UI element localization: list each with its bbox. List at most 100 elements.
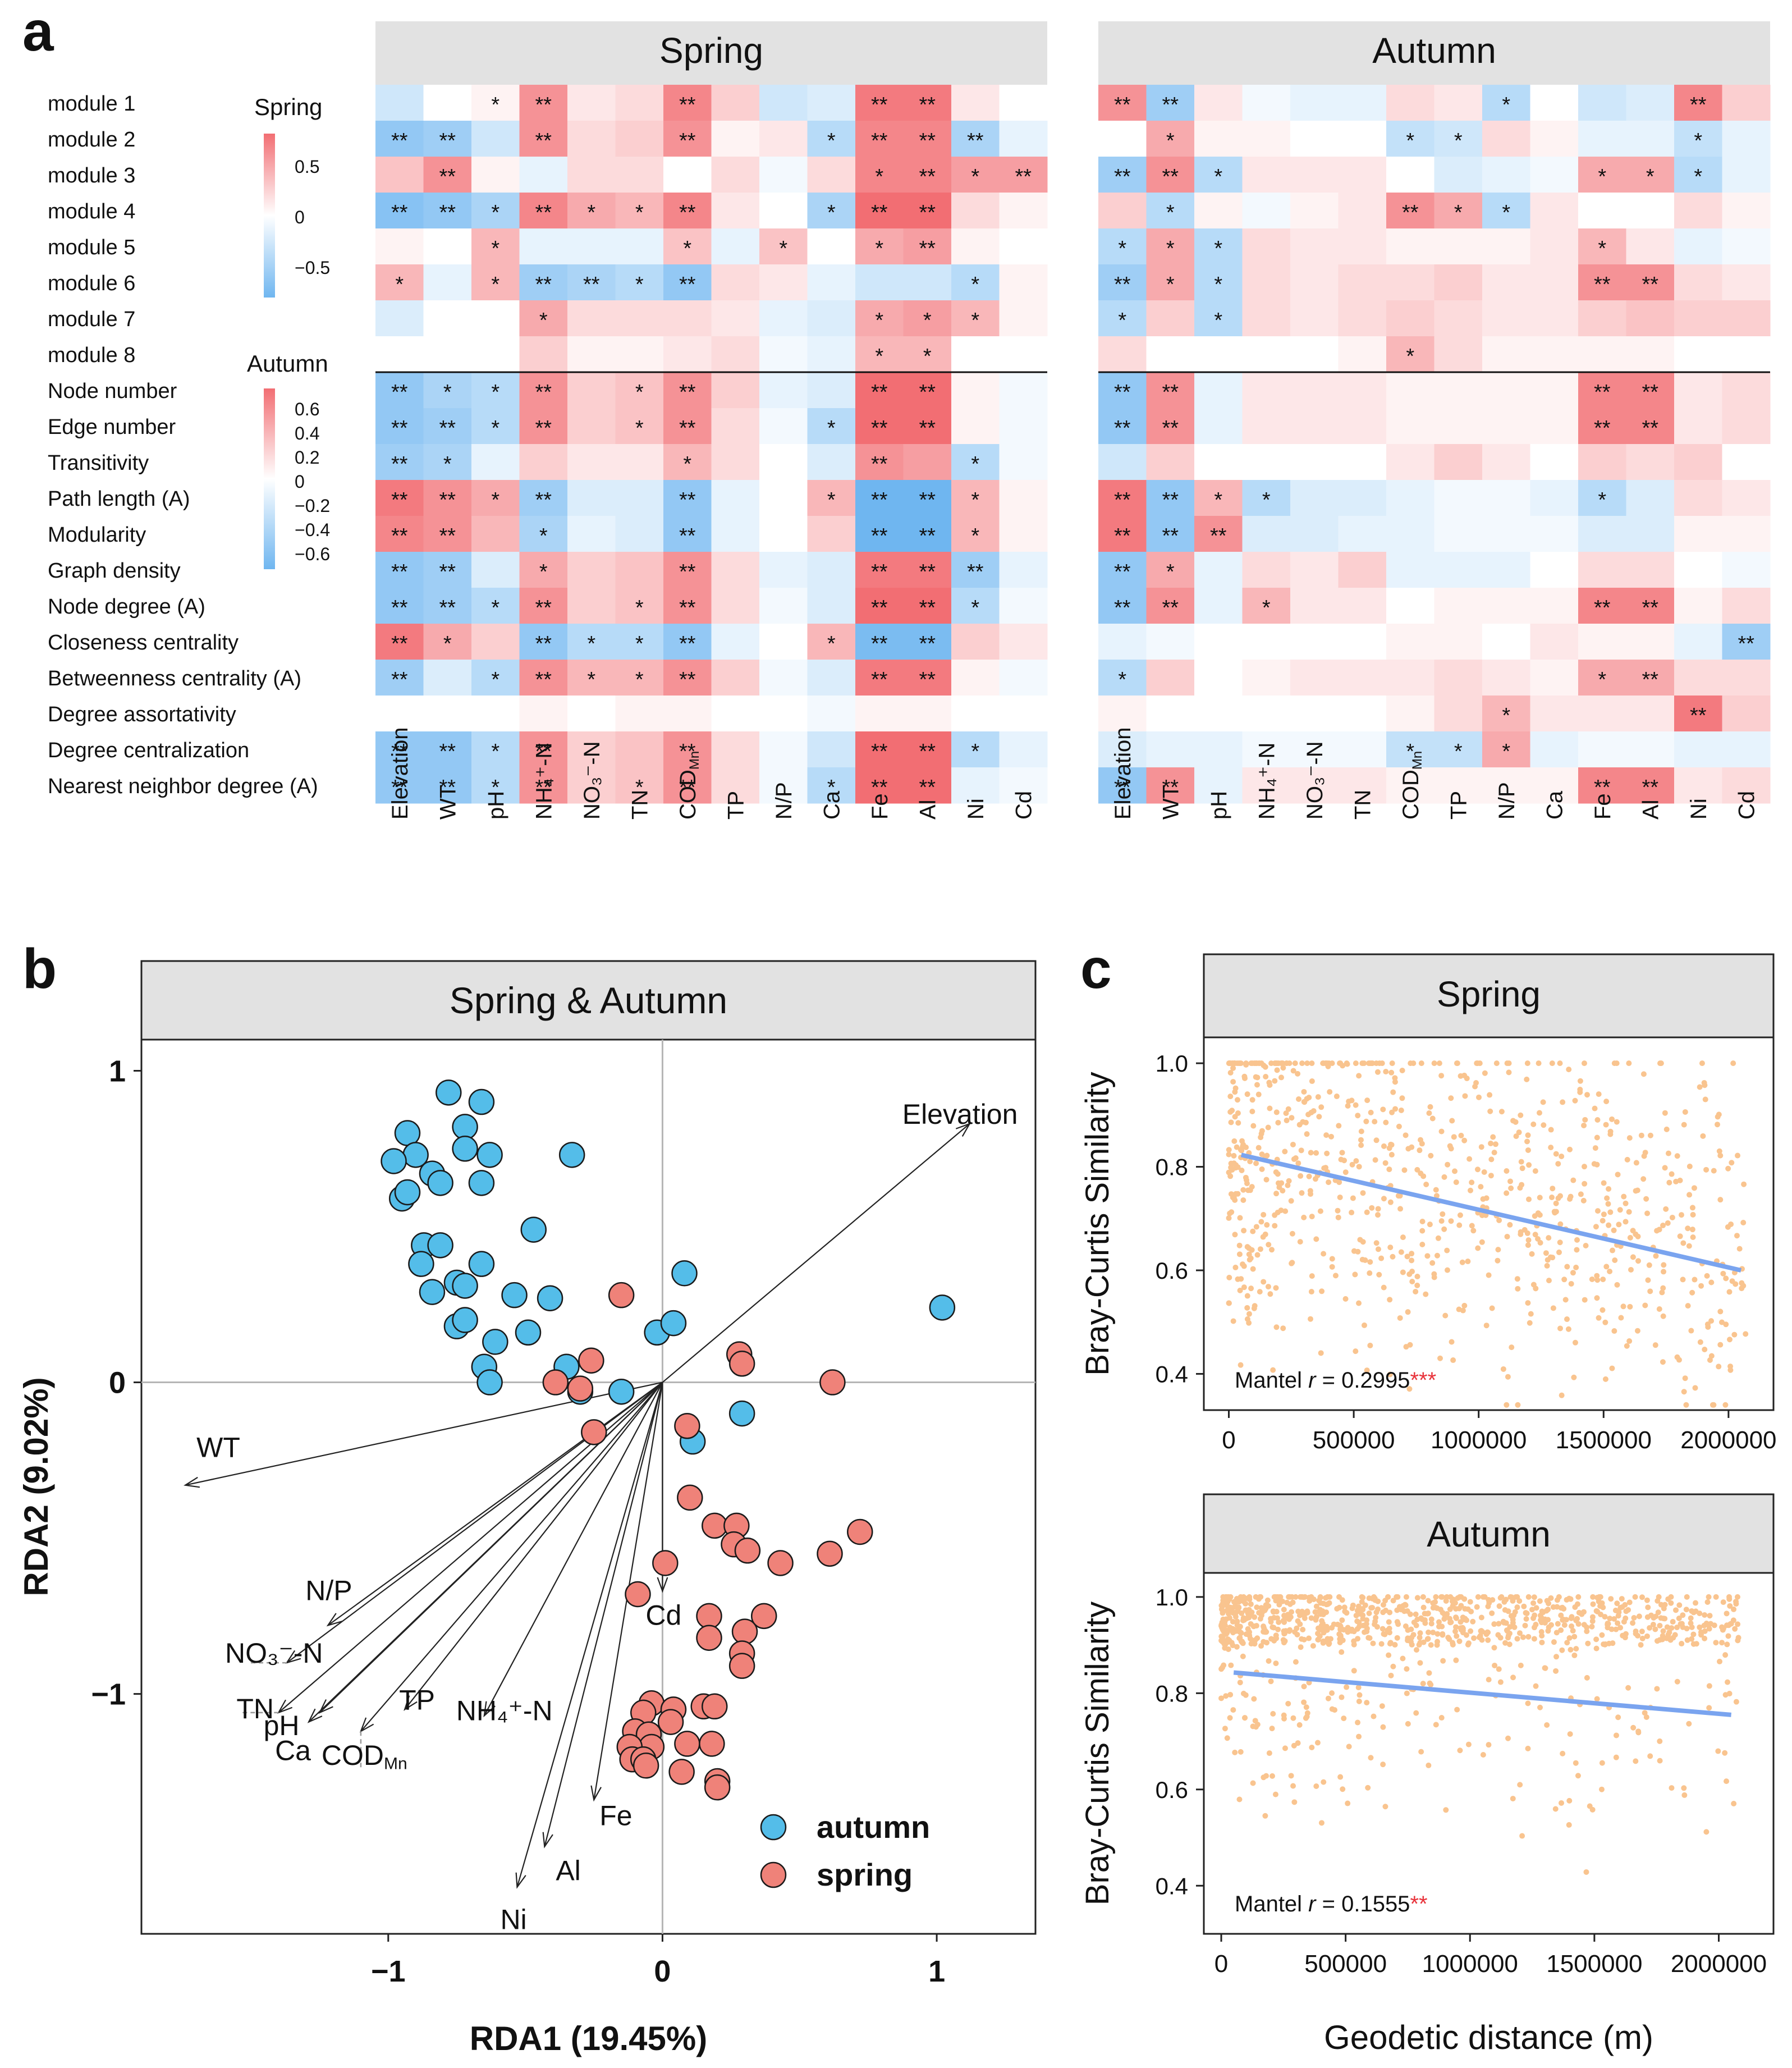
- similarity-point: [1308, 1615, 1314, 1621]
- similarity-point: [1615, 1620, 1621, 1626]
- spring-point: [847, 1518, 873, 1545]
- heatmap-cell: [1626, 624, 1675, 660]
- similarity-point: [1294, 1625, 1300, 1631]
- similarity-point: [1642, 1302, 1648, 1308]
- similarity-point: [1235, 1276, 1241, 1282]
- similarity-point: [1392, 1106, 1399, 1112]
- similarity-point: [1237, 1680, 1243, 1686]
- similarity-point: [1263, 1073, 1269, 1079]
- similarity-point: [1228, 1164, 1234, 1170]
- similarity-point: [1542, 1665, 1548, 1671]
- heatmap-cell: [1482, 157, 1530, 193]
- heatmap-cell: [1674, 480, 1722, 516]
- heatmap-cell: [1482, 121, 1530, 157]
- similarity-point: [1304, 1060, 1310, 1067]
- similarity-point: [1528, 1311, 1534, 1317]
- similarity-point: [1583, 1242, 1589, 1248]
- row-label: Node degree (A): [48, 595, 205, 619]
- significance-stars: **: [871, 417, 888, 440]
- similarity-point: [1645, 1277, 1651, 1283]
- similarity-point: [1409, 1279, 1415, 1285]
- heatmap-cell: [1530, 696, 1579, 732]
- heatmap-cell: [471, 264, 520, 301]
- similarity-point: [1246, 1311, 1252, 1317]
- similarity-point: [1257, 1246, 1263, 1252]
- similarity-point: [1660, 1285, 1666, 1291]
- heatmap-cell: [1146, 193, 1195, 229]
- similarity-point: [1253, 1623, 1259, 1629]
- similarity-point: [1589, 1614, 1596, 1620]
- similarity-point: [1273, 1324, 1280, 1330]
- heatmap-cell: [1578, 157, 1626, 193]
- similarity-point: [1607, 1131, 1614, 1137]
- similarity-point: [1317, 1594, 1323, 1600]
- heatmap-cell: [375, 372, 424, 409]
- column-label: pH: [484, 791, 508, 820]
- heatmap-cell: [1386, 372, 1434, 409]
- similarity-point: [1385, 1594, 1391, 1600]
- significance-stars: *: [1454, 201, 1463, 225]
- similarity-point: [1358, 1142, 1364, 1149]
- similarity-point: [1290, 1715, 1296, 1721]
- heatmap-cell: [1194, 336, 1243, 373]
- significance-stars: **: [967, 129, 984, 153]
- similarity-point: [1243, 1600, 1249, 1607]
- mantel-strip: [1203, 1493, 1775, 1574]
- heatmap-cell: [1674, 552, 1722, 588]
- heatmap-cell: [1098, 372, 1147, 409]
- similarity-point: [1706, 1683, 1712, 1689]
- similarity-point: [1252, 1718, 1258, 1724]
- similarity-point: [1518, 1112, 1524, 1118]
- similarity-point: [1356, 1698, 1362, 1704]
- similarity-point: [1273, 1660, 1279, 1667]
- heatmap-cell: [1338, 85, 1387, 121]
- similarity-point: [1388, 1152, 1395, 1158]
- similarity-point: [1319, 1288, 1325, 1294]
- similarity-point: [1381, 1284, 1387, 1291]
- heatmap-cell: [423, 731, 472, 768]
- heatmap-cell: [855, 480, 904, 516]
- y-tick-label: 1.0: [1156, 1584, 1188, 1611]
- similarity-point: [1427, 1104, 1433, 1110]
- similarity-point: [1456, 1638, 1463, 1644]
- similarity-point: [1297, 1239, 1303, 1245]
- significance-stars: **: [1690, 93, 1707, 117]
- significance-stars: *: [491, 740, 499, 763]
- heatmap-cell: [807, 480, 856, 516]
- similarity-point: [1318, 1350, 1324, 1356]
- similarity-point: [1426, 1629, 1432, 1635]
- heatmap-cell: [1578, 516, 1626, 552]
- similarity-point: [1577, 1078, 1583, 1084]
- similarity-point: [1226, 1615, 1232, 1621]
- similarity-point: [1478, 1144, 1484, 1150]
- similarity-point: [1433, 1187, 1439, 1193]
- similarity-point: [1388, 1672, 1394, 1678]
- heatmap-cell: [951, 157, 1000, 193]
- heatmap-cell: [1290, 408, 1339, 445]
- similarity-point: [1230, 1619, 1236, 1625]
- similarity-point: [1720, 1599, 1726, 1605]
- heatmap-cell: [855, 85, 904, 121]
- heatmap-cell: [1482, 516, 1530, 552]
- row-label: module 4: [48, 200, 135, 223]
- heatmap-cell: [471, 624, 520, 660]
- similarity-point: [1573, 1264, 1579, 1270]
- heatmap-cell: [1578, 480, 1626, 516]
- similarity-point: [1704, 1321, 1711, 1328]
- heatmap-cell: [759, 264, 808, 301]
- similarity-point: [1717, 1152, 1724, 1159]
- similarity-point: [1226, 1300, 1232, 1306]
- similarity-point: [1373, 1060, 1379, 1067]
- similarity-point: [1284, 1117, 1290, 1123]
- similarity-point: [1614, 1600, 1620, 1607]
- similarity-point: [1352, 1271, 1358, 1278]
- similarity-point: [1561, 1622, 1568, 1628]
- similarity-point: [1473, 1079, 1479, 1086]
- similarity-point: [1381, 1196, 1387, 1202]
- heatmap-cell: [903, 300, 952, 337]
- similarity-point: [1246, 1257, 1253, 1263]
- similarity-point: [1566, 1822, 1572, 1828]
- similarity-point: [1280, 1325, 1286, 1332]
- heatmap-cell: [1674, 372, 1722, 409]
- similarity-point: [1571, 1634, 1578, 1640]
